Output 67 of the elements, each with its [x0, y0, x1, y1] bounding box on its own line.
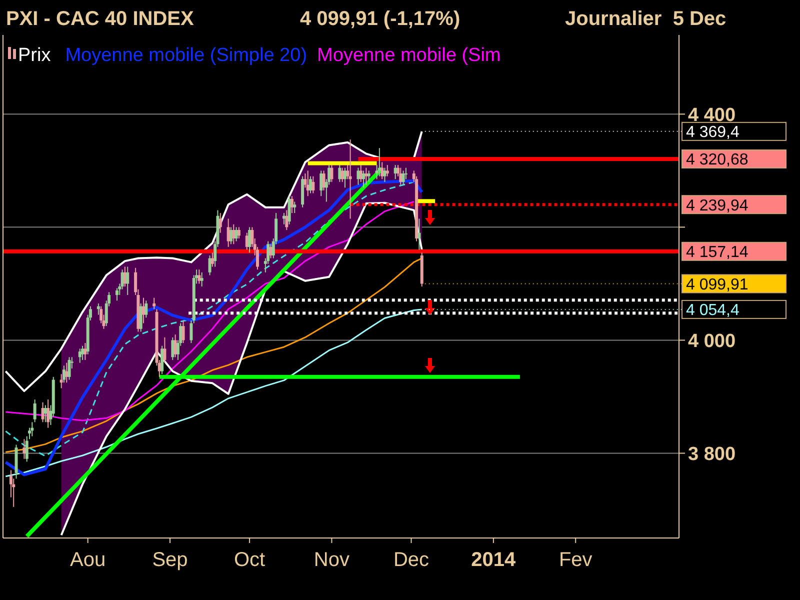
x-tick-label: Nov: [314, 549, 350, 571]
candlestick: [320, 170, 323, 197]
annotation: 4 157,14: [686, 244, 748, 262]
candlestick: [139, 302, 142, 332]
text: Journalier 5 Dec: [565, 8, 726, 30]
annotation: 4 239,94: [686, 197, 748, 214]
annotation: 4 099,91: [686, 276, 748, 294]
candlestick: [288, 196, 291, 225]
line-series: [4, 308, 423, 478]
candlestick: [208, 254, 212, 276]
candlestick: [367, 170, 370, 182]
candlestick: [163, 336, 166, 364]
candlestick: [312, 176, 315, 194]
candlestick: [285, 210, 288, 230]
candlestick: [160, 345, 164, 375]
candlestick: [171, 336, 174, 360]
candlestick: [41, 402, 44, 423]
x-tick-label: Dec: [393, 549, 430, 571]
candlestick: [293, 201, 296, 214]
candlestick: [364, 167, 368, 186]
chart-title: PXI - CAC 40 INDEX: [6, 8, 194, 30]
candlestick: [126, 266, 130, 296]
candlestick: [237, 226, 240, 239]
candlestick: [200, 272, 204, 287]
text: Moyenne mobile (Sim: [317, 45, 501, 66]
line-series: [4, 130, 423, 392]
candlestick: [290, 196, 294, 214]
candlestick: [232, 224, 236, 245]
candlestick: [269, 244, 272, 259]
candlestick: [115, 288, 118, 302]
annotation: 4 054,4: [686, 302, 740, 320]
candlestick: [198, 269, 201, 284]
candlestick: [33, 399, 36, 423]
line-series: [4, 200, 415, 422]
chart-subtitle: 4 099,91 (-1,17%): [300, 8, 460, 30]
candlestick: [144, 300, 148, 318]
candlestick: [190, 320, 193, 344]
candlestick: [22, 438, 26, 460]
x-tick-label: 2014: [471, 549, 517, 571]
candlestick: [68, 356, 71, 380]
candlestick: [322, 170, 326, 191]
candlestick: [210, 252, 214, 268]
candlestick: [356, 167, 360, 186]
annotation: 4 320,68: [686, 152, 748, 169]
x-tick-label: Sep: [152, 549, 188, 571]
candlestick: [152, 297, 156, 310]
candlestick: [84, 342, 87, 360]
y-tick-label: 4 000: [688, 330, 736, 352]
candlestick: [65, 362, 68, 384]
x-tick-label: Aou: [70, 549, 106, 571]
y-tick-label: 3 800: [688, 444, 736, 465]
annotation: 4 369,4: [686, 124, 740, 142]
candlestick: [386, 164, 389, 177]
candlestick: [338, 164, 342, 182]
candlestick: [62, 365, 66, 384]
text: Moyenne mobile (Simple 20): [65, 45, 308, 66]
candlestick: [182, 320, 185, 344]
x-tick-label: Fev: [558, 549, 592, 571]
candlestick: [399, 167, 402, 186]
candlestick: [383, 167, 386, 182]
x-tick-label: Oct: [234, 549, 266, 571]
candlestick: [402, 170, 405, 186]
candlestick: [418, 218, 421, 250]
legend-label: Prix: [18, 45, 52, 66]
candlestick: [218, 212, 222, 234]
y-tick-label: 4 400: [688, 104, 736, 126]
candlestick: [330, 164, 334, 182]
